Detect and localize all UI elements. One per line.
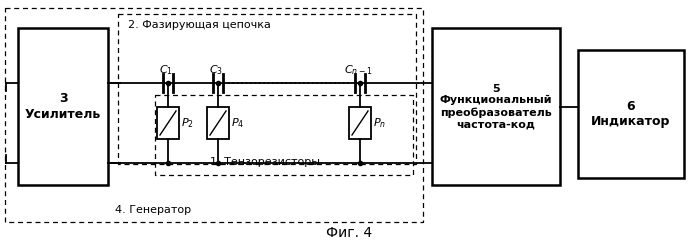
Bar [578, 50, 684, 178]
Bar [432, 28, 560, 185]
Text: 6
Индикатор: 6 Индикатор [591, 100, 671, 128]
Bar [5, 8, 423, 222]
Bar [349, 107, 371, 139]
Bar [207, 107, 229, 139]
Bar [155, 95, 413, 175]
Text: 2. Фазирующая цепочка: 2. Фазирующая цепочка [128, 20, 271, 30]
Text: 1. Тензорезисторы: 1. Тензорезисторы [210, 157, 320, 167]
Text: $P_2$: $P_2$ [181, 116, 194, 130]
Text: Фиг. 4: Фиг. 4 [326, 226, 372, 240]
Text: 4. Генератор: 4. Генератор [115, 205, 191, 215]
Bar [18, 28, 108, 185]
Bar [355, 81, 365, 85]
Text: $P_n$: $P_n$ [373, 116, 386, 130]
Text: $C_{n-1}$: $C_{n-1}$ [343, 63, 372, 77]
Bar [163, 81, 173, 85]
Text: $P_4$: $P_4$ [231, 116, 244, 130]
Bar [118, 14, 416, 164]
Text: 3
Усилитель: 3 Усилитель [25, 93, 101, 120]
Text: 5
Функциональный
преобразователь
частота-код: 5 Функциональный преобразователь частота… [440, 84, 552, 129]
Bar [213, 81, 223, 85]
Bar [157, 107, 179, 139]
Text: $C_3$: $C_3$ [209, 63, 223, 77]
Text: $C_1$: $C_1$ [159, 63, 173, 77]
